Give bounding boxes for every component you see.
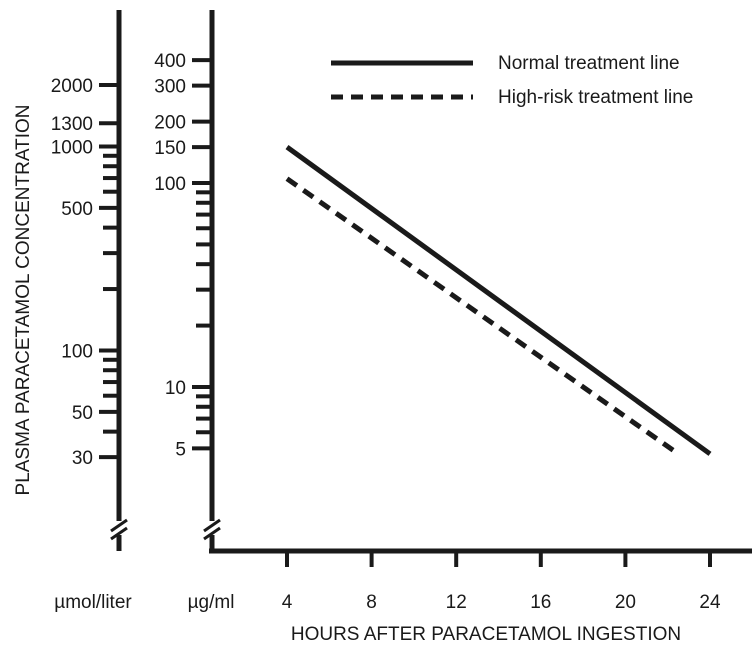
y-axis-title: PLASMA PARACETAMOL CONCENTRATION — [13, 105, 34, 496]
ug-ml-axis-ticks: 400 300 200 150 100 10 5 — [154, 51, 212, 460]
axis-break-mark — [110, 518, 128, 533]
umol-tick-label: 1300 — [51, 114, 93, 135]
umol-unit-label: µmol/liter — [54, 592, 132, 613]
normal-treatment-line — [285, 145, 712, 456]
ug-unit-label: µg/ml — [188, 592, 235, 613]
x-tick-label: 8 — [366, 592, 377, 613]
ug-tick-label: 100 — [154, 174, 186, 195]
x-tick-label: 16 — [530, 592, 551, 613]
ug-tick-label: 400 — [154, 51, 186, 72]
x-axis-title: HOURS AFTER PARACETAMOL INGESTION — [291, 624, 681, 645]
ug-tick-label: 150 — [154, 138, 186, 159]
ug-tick-label: 200 — [154, 113, 186, 134]
umol-tick-label: 50 — [72, 403, 93, 424]
series-lines — [285, 145, 712, 456]
ug-tick-label: 300 — [154, 77, 186, 98]
x-tick-label: 20 — [615, 592, 636, 613]
x-tick-label: 12 — [446, 592, 467, 613]
ug-tick-label: 10 — [165, 378, 186, 399]
umol-tick-label: 2000 — [51, 76, 93, 97]
axis-break-mark — [203, 518, 221, 533]
axis-break-mark — [110, 526, 128, 541]
high-risk-treatment-line — [285, 176, 680, 456]
umol-tick-label: 100 — [61, 341, 93, 362]
umol-tick-label: 1000 — [51, 137, 93, 158]
x-axis-ticks: 4 8 12 16 20 24 — [282, 551, 721, 613]
x-tick-label: 4 — [282, 592, 293, 613]
legend-label: High-risk treatment line — [498, 87, 693, 108]
umol-tick-label: 30 — [72, 448, 93, 469]
x-tick-label: 24 — [699, 592, 721, 613]
axis-break-mark — [203, 526, 221, 541]
ug-tick-label: 5 — [175, 439, 186, 460]
legend: Normal treatment line High-risk treatment… — [331, 53, 693, 108]
umol-tick-label: 500 — [61, 199, 93, 220]
legend-label: Normal treatment line — [498, 53, 680, 74]
